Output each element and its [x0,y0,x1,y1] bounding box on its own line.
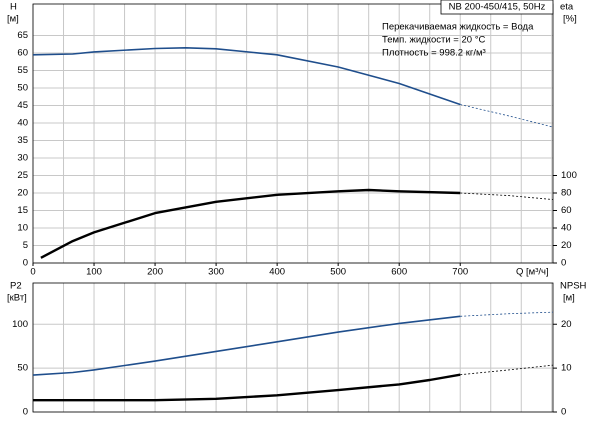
y-tick-label: 10 [17,223,28,234]
y-axis-unit: [м] [7,14,19,25]
curve [460,104,553,128]
y-tick-label: 5 [23,240,28,251]
x-axis-label: Q [м³/ч] [516,267,549,278]
annotation: Темп. жидкости = 20 °C [382,35,485,46]
annotation: Перекачиваемая жидкость = Вода [382,22,534,33]
curve [33,315,461,376]
curve [460,192,553,200]
y-tick-label: 60 [17,48,28,59]
y-tick-label: 50 [17,83,28,94]
x-tick-label: 300 [208,267,224,278]
y2-axis-unit: [%] [563,14,577,25]
x-tick-label: 200 [147,267,163,278]
y-tick-label: 40 [17,118,28,129]
y2-tick-label: 40 [561,223,572,234]
y2-tick-label: 10 [561,363,572,374]
y-axis-label: H [10,2,17,13]
y-tick-label: 35 [17,135,28,146]
y-tick-label: 15 [17,205,28,216]
curve [460,364,553,376]
y2-tick-label: 0 [561,407,566,418]
x-tick-label: 700 [452,267,468,278]
y-tick-label: 100 [12,319,28,330]
y-tick-label: 25 [17,170,28,181]
y2-axis-unit: [м] [563,293,575,304]
plot-frame [32,3,554,264]
y2-tick-label: 20 [561,319,572,330]
x-tick-label: 400 [269,267,285,278]
y2-tick-label: 60 [561,205,572,216]
y2-tick-label: 0 [561,258,566,269]
curve [40,188,461,259]
curve [33,373,461,402]
y-axis-unit: [кВт] [7,293,27,304]
y-tick-label: 65 [17,30,28,41]
y-tick-label: 45 [17,100,28,111]
x-tick-label: 0 [30,267,35,278]
y2-tick-label: 20 [561,240,572,251]
y-tick-label: 20 [17,188,28,199]
y-tick-label: 50 [17,363,28,374]
chart-title: NB 200-450/415, 50Hz [449,2,546,13]
x-tick-label: 600 [391,267,407,278]
curve [460,311,553,317]
title-box [440,0,554,15]
y-tick-label: 30 [17,153,28,164]
y2-axis-label: eta [560,2,574,13]
x-tick-label: 500 [330,267,346,278]
curve [33,47,461,106]
y-tick-label: 55 [17,65,28,76]
y-axis-label: P2 [10,281,22,292]
y2-tick-label: 80 [561,188,572,199]
annotation: Плотность = 998.2 кг/м³ [382,48,486,59]
y-tick-label: 0 [23,258,28,269]
y-tick-label: 0 [23,407,28,418]
plot-frame [32,282,554,413]
x-tick-label: 100 [86,267,102,278]
y2-axis-label: NPSH [560,281,587,292]
y2-tick-label: 100 [561,170,577,181]
